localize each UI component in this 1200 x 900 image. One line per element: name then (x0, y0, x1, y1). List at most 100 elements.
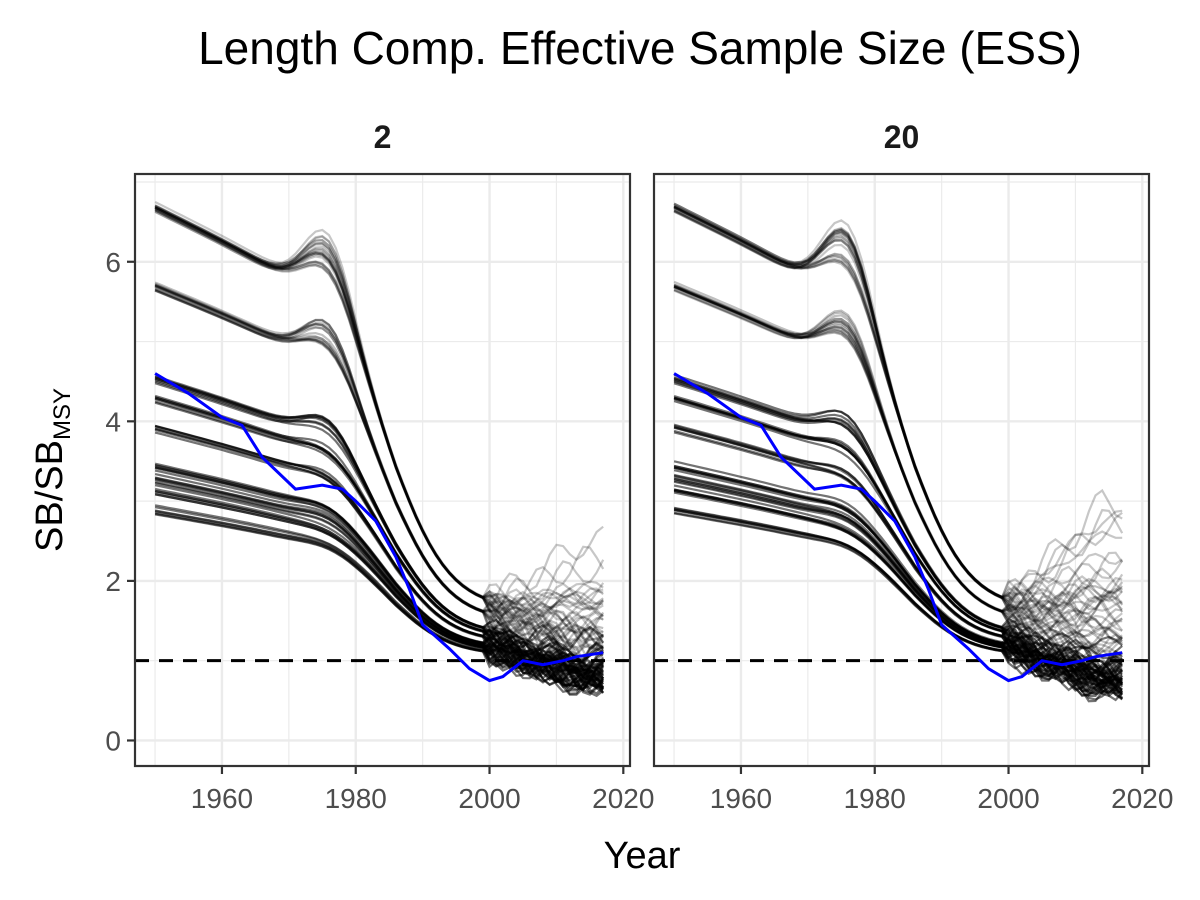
trajectory-line (673, 210, 1123, 611)
trajectory-line (154, 289, 604, 645)
trajectory-line (673, 205, 1123, 613)
x-axis-label: Year (604, 835, 681, 877)
x-tick-label: 1980 (844, 783, 906, 814)
trajectory-line (673, 205, 1124, 621)
trajectory-line (154, 208, 604, 613)
trajectory-line (673, 285, 1123, 630)
x-tick-label: 2000 (977, 783, 1039, 814)
trajectory-line (673, 202, 1123, 630)
trajectory-line (154, 282, 605, 674)
x-tick-label: 2020 (592, 783, 654, 814)
highlight-series-line (673, 372, 1123, 683)
trajectory-line (154, 289, 605, 639)
plot-area (135, 201, 630, 698)
panel-border (133, 172, 632, 768)
x-tick-label: 1960 (191, 783, 253, 814)
trajectory-line (673, 206, 1123, 611)
trajectory-line (154, 201, 604, 649)
trajectory-line (673, 206, 1123, 602)
trajectory-line (673, 284, 1123, 664)
trajectory-line (673, 206, 1123, 599)
trajectory-line (154, 286, 604, 673)
plot-area (654, 202, 1149, 703)
y-axis-label: SB/SBMSY (29, 388, 76, 552)
y-axis-label-subscript: MSY (49, 388, 76, 440)
trajectory-line (154, 208, 605, 613)
trajectory-line (673, 286, 1123, 641)
trajectory-line (673, 207, 1124, 607)
trajectory-line (673, 285, 1123, 644)
x-tick-label: 1980 (325, 783, 387, 814)
trajectory-line (673, 202, 1123, 637)
trajectory-line (673, 209, 1123, 604)
trajectory-line (673, 205, 1123, 640)
trajectory-line (673, 205, 1123, 632)
panel-2: 2 1960 1980 2000 2020 0 2 4 6 (105, 119, 654, 814)
trajectory-line (673, 205, 1124, 624)
panel-strip-label: 2 (374, 119, 392, 155)
panels: 2 1960 1980 2000 2020 0 2 4 6 20 1960 1980 2000 2020 (105, 119, 1173, 814)
grid (654, 174, 1149, 766)
trajectory-line (154, 288, 605, 644)
trajectory-line (673, 206, 1124, 611)
trajectory-line (154, 283, 605, 654)
highlight-series-line (154, 372, 604, 683)
trajectory-line (154, 506, 605, 694)
trajectory-line (154, 210, 604, 610)
trajectory-line (154, 207, 604, 635)
trajectory-line (673, 284, 1124, 649)
trajectory-line (154, 208, 605, 615)
trajectory-line (673, 286, 1123, 657)
trajectory-line (154, 206, 604, 622)
x-tick-label: 1960 (710, 783, 772, 814)
trajectory-line (154, 382, 605, 651)
y-tick-label: 6 (105, 247, 121, 278)
trajectory-line (154, 208, 605, 614)
trajectory-line (154, 205, 604, 652)
trajectory-line (154, 205, 604, 636)
trajectory-line (154, 284, 604, 642)
trajectory-line (673, 491, 1123, 691)
trajectory-line (673, 289, 1124, 625)
trajectory-line (673, 206, 1123, 623)
trajectory-line (673, 286, 1123, 645)
trajectory-line (154, 206, 604, 619)
trajectory-line (673, 210, 1124, 611)
trajectory-line (673, 512, 1123, 694)
trajectory-line (673, 208, 1123, 614)
trajectory-line (154, 289, 604, 621)
y-axis-label-main: SB/SB (29, 440, 71, 552)
trajectory-line (154, 285, 605, 679)
trajectory-line (154, 206, 604, 611)
trajectory-line (154, 513, 604, 673)
trajectory-line (154, 204, 605, 650)
trajectory-line (673, 283, 1123, 674)
trajectory-line (154, 289, 605, 645)
y-tick-label: 0 (105, 725, 121, 756)
panel-strip-label: 20 (884, 119, 920, 155)
trajectory-line (673, 285, 1123, 658)
panel-20: 20 1960 1980 2000 2020 (652, 119, 1173, 814)
trajectory-line (154, 206, 604, 634)
trajectory-line (154, 204, 605, 650)
panel-border (652, 172, 1151, 768)
trajectory-line (154, 284, 604, 672)
trajectory-line (154, 204, 604, 651)
x-tick-label: 2000 (458, 783, 520, 814)
trajectory-line (673, 209, 1124, 600)
trajectory-line (673, 382, 1123, 650)
trajectory-line (154, 209, 605, 606)
trajectory-line (154, 206, 604, 613)
trajectory-line (673, 285, 1123, 653)
trajectory-line (673, 204, 1123, 614)
y-tick-label: 4 (105, 406, 121, 437)
trajectory-line (673, 203, 1124, 650)
trajectory-line (154, 207, 604, 606)
trajectory-line (673, 284, 1123, 671)
trajectory-line (154, 206, 604, 607)
trajectory-line (673, 205, 1124, 613)
trajectory-line (154, 206, 604, 622)
trajectory-line (154, 210, 604, 613)
trajectory-line (673, 288, 1123, 629)
